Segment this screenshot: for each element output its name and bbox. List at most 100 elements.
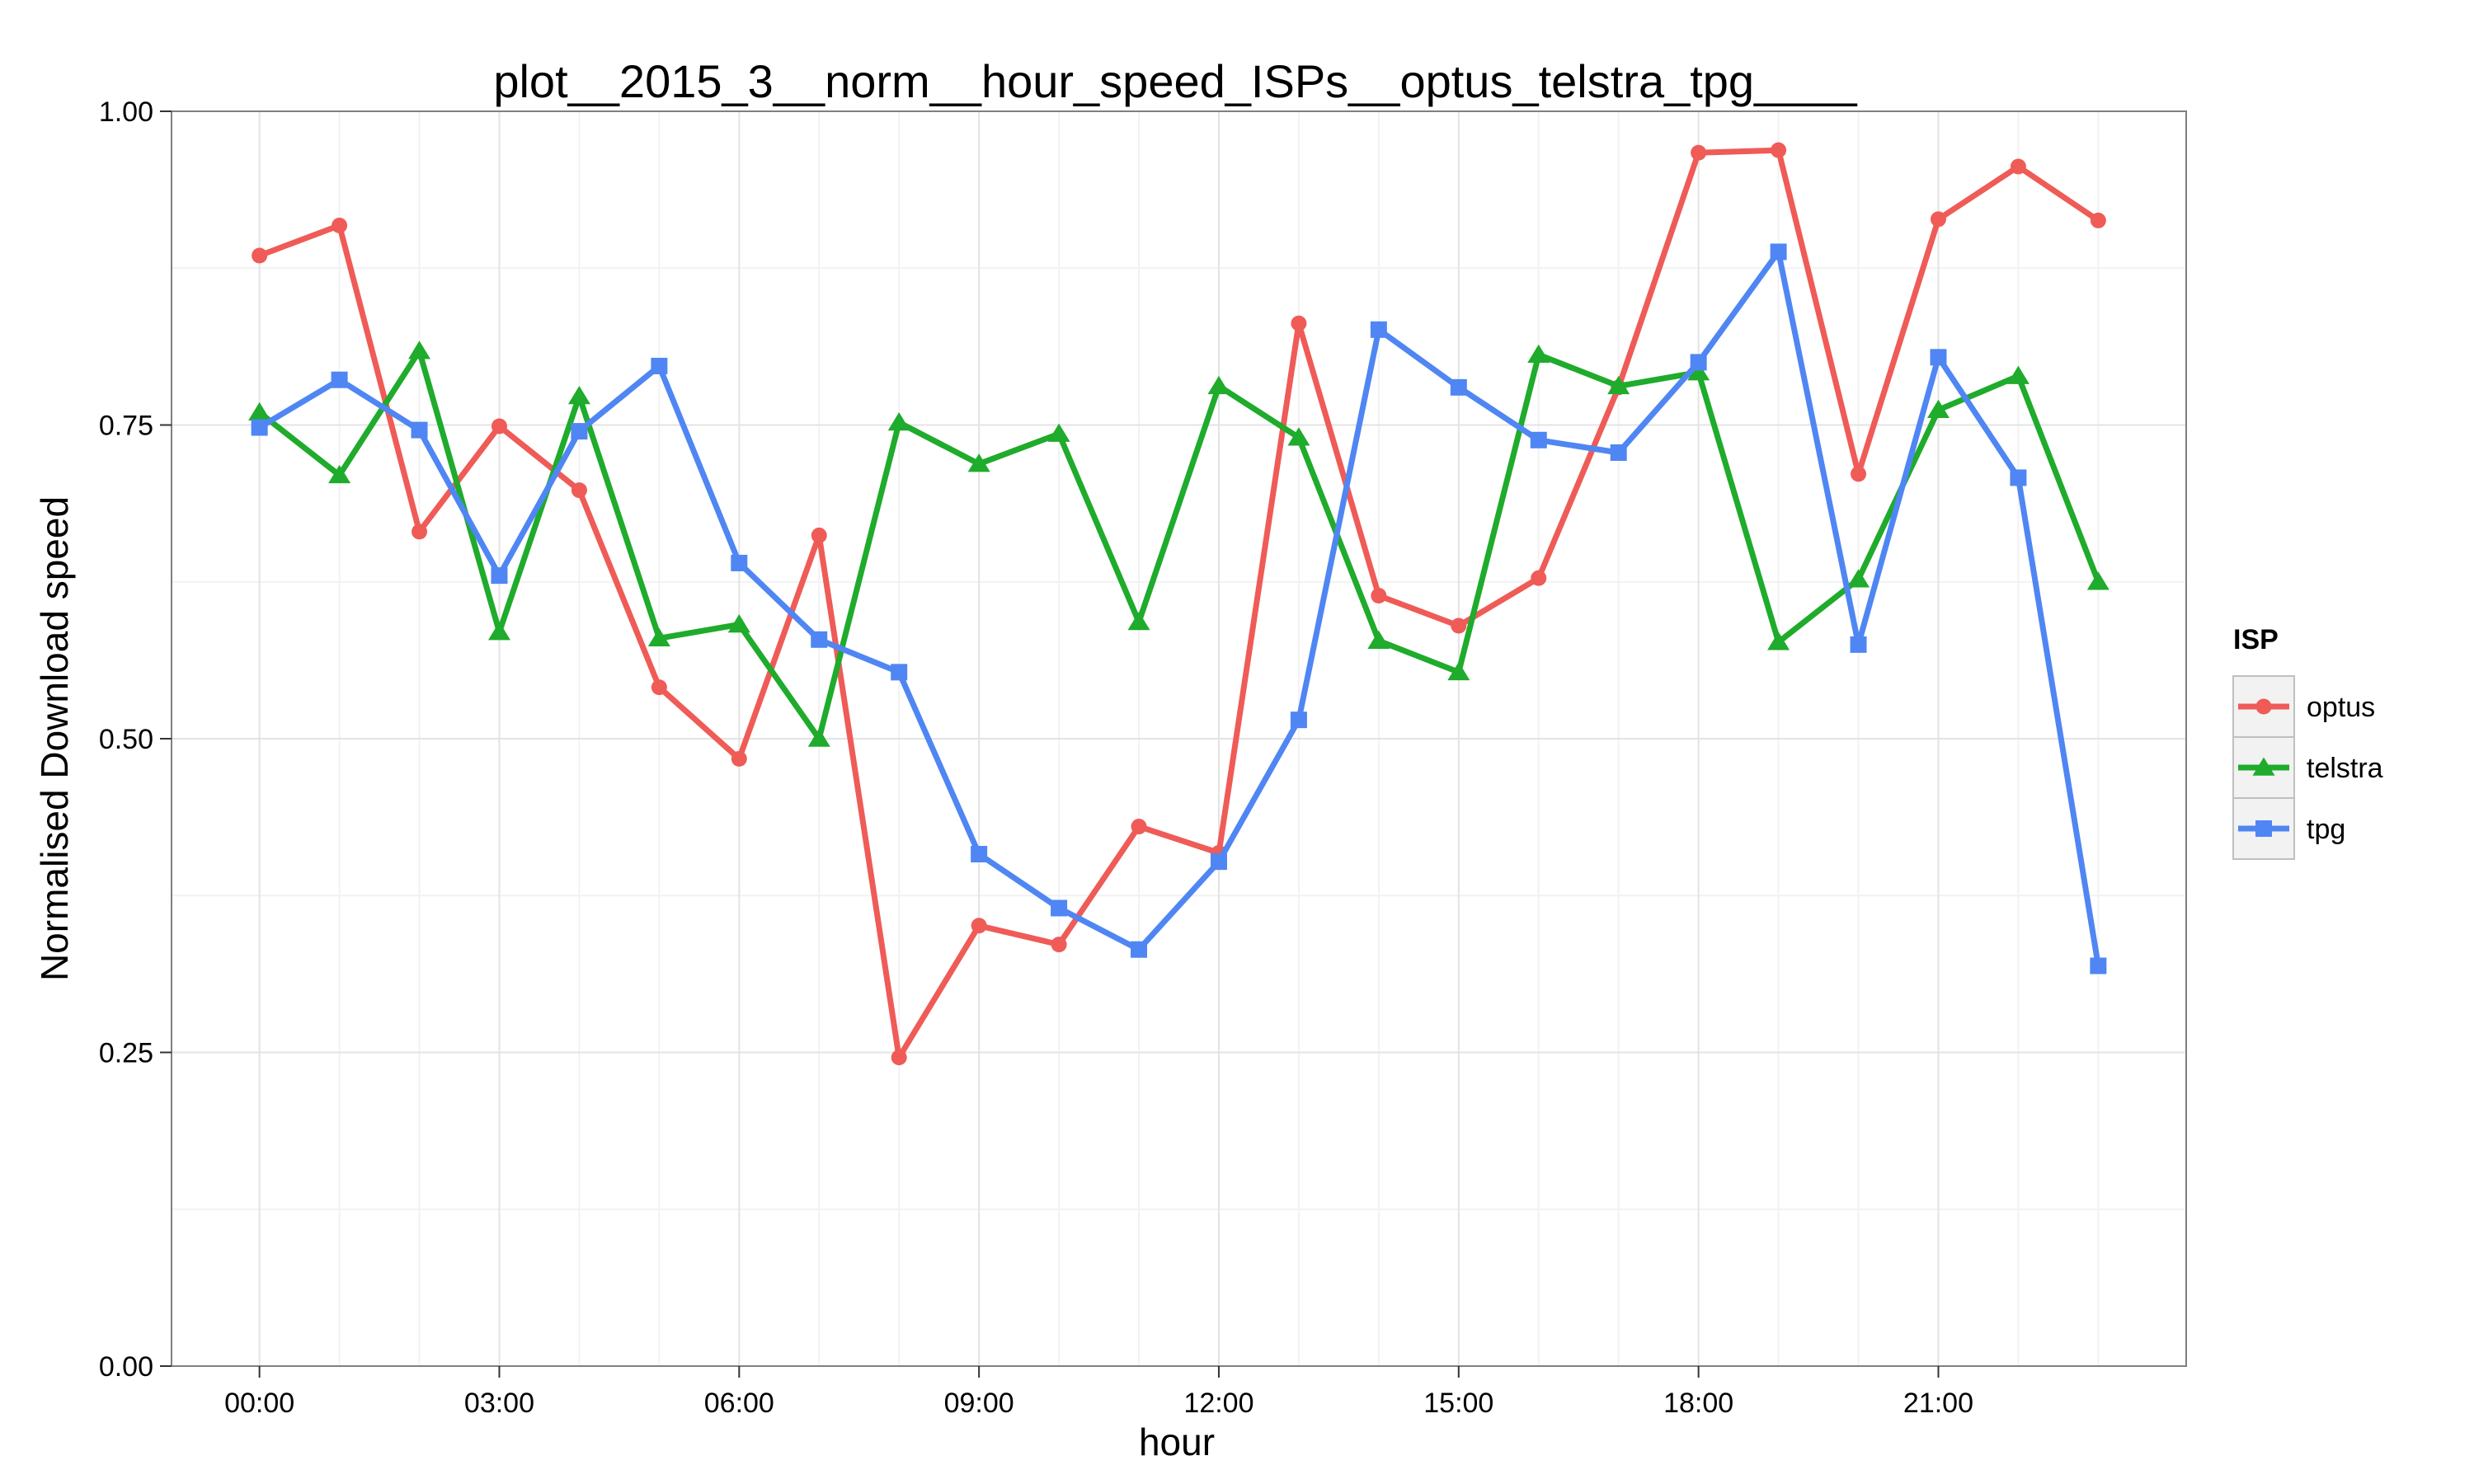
- data-point-telstra: [1367, 630, 1390, 650]
- data-point-tpg: [1610, 444, 1627, 461]
- data-point-tpg: [491, 567, 508, 585]
- data-point-optus: [2090, 212, 2106, 228]
- data-point-telstra: [1687, 362, 1710, 381]
- y-tick-label: 1.00: [99, 96, 153, 128]
- y-tick-label: 0.00: [99, 1351, 153, 1383]
- data-point-optus: [1851, 466, 1867, 482]
- x-tick-label: 18:00: [1663, 1388, 1733, 1419]
- legend-item-optus: optus: [2232, 675, 2375, 738]
- data-point-optus: [1451, 618, 1467, 634]
- data-point-telstra: [2086, 571, 2109, 590]
- data-point-telstra: [727, 613, 750, 633]
- data-point-tpg: [1450, 378, 1467, 396]
- data-point-tpg: [1770, 243, 1787, 261]
- data-point-tpg: [1370, 321, 1387, 338]
- legend: ISP optus telstra tpg: [2232, 624, 2383, 860]
- data-point-tpg: [651, 357, 668, 374]
- legend-label: tpg: [2307, 814, 2345, 845]
- data-point-telstra: [1527, 344, 1550, 364]
- data-point-telstra: [647, 627, 670, 646]
- series-line-telstra: [256, 348, 2101, 742]
- data-point-tpg: [1290, 711, 1307, 729]
- data-point-optus: [971, 918, 987, 934]
- data-point-optus: [1131, 819, 1147, 835]
- y-tick-label: 0.75: [99, 411, 153, 442]
- data-point-optus: [491, 418, 507, 434]
- data-point-telstra: [567, 385, 590, 405]
- data-point-telstra: [807, 728, 830, 747]
- data-point-telstra: [887, 411, 910, 431]
- x-tick-label: 09:00: [944, 1388, 1014, 1419]
- x-tick-label: 00:00: [224, 1388, 294, 1419]
- data-point-tpg: [1131, 941, 1148, 958]
- data-point-optus: [731, 750, 747, 767]
- data-point-tpg: [251, 419, 268, 436]
- data-point-tpg: [1051, 899, 1068, 917]
- data-point-tpg: [731, 554, 748, 571]
- data-point-tpg: [811, 631, 828, 648]
- x-tick-label: 15:00: [1423, 1388, 1493, 1419]
- data-point-tpg: [1930, 349, 1947, 366]
- data-point-optus: [1531, 570, 1547, 586]
- legend-key-marker: [2252, 757, 2275, 776]
- data-point-optus: [651, 679, 667, 696]
- data-point-optus: [1051, 937, 1067, 953]
- y-tick-label: 0.25: [99, 1038, 153, 1069]
- data-point-optus: [1291, 315, 1307, 331]
- legend-key-marker: [2255, 698, 2272, 715]
- data-point-telstra: [1607, 375, 1630, 395]
- legend-title: ISP: [2233, 624, 2279, 655]
- data-point-optus: [2010, 158, 2026, 175]
- data-point-optus: [1771, 142, 1787, 158]
- data-point-tpg: [891, 664, 908, 681]
- y-tick-label: 0.50: [99, 724, 153, 755]
- data-point-telstra: [1127, 611, 1150, 631]
- data-point-optus: [332, 218, 348, 234]
- data-point-tpg: [1850, 636, 1867, 653]
- x-tick-label: 12:00: [1183, 1388, 1253, 1419]
- series-line-optus: [256, 147, 2101, 1061]
- data-point-tpg: [1530, 431, 1547, 448]
- data-point-tpg: [411, 421, 428, 439]
- data-point-optus: [891, 1050, 907, 1066]
- series-telstra: [248, 340, 2109, 747]
- data-point-tpg: [1210, 853, 1227, 871]
- legend-label: optus: [2307, 692, 2375, 723]
- data-point-telstra: [1926, 399, 1950, 418]
- data-point-telstra: [2006, 365, 2030, 384]
- series-tpg: [251, 243, 2107, 974]
- data-point-optus: [571, 482, 587, 499]
- data-series: [248, 142, 2109, 1066]
- x-tick-label: 03:00: [464, 1388, 534, 1419]
- data-point-tpg: [571, 423, 588, 440]
- series-line-tpg: [256, 249, 2101, 969]
- axes: 0.00 0.25 0.50 0.75 1.00 00:00 03:00 06:00 09:00…: [99, 96, 1973, 1419]
- data-point-telstra: [1847, 569, 1870, 588]
- y-axis-title: Normalised Download speed: [33, 496, 76, 981]
- x-axis-title: hour: [1139, 1421, 1215, 1463]
- data-point-telstra: [1447, 661, 1470, 681]
- data-point-optus: [1371, 587, 1387, 603]
- data-point-optus: [412, 524, 428, 540]
- data-point-telstra: [967, 453, 990, 472]
- data-point-telstra: [1047, 423, 1070, 442]
- data-point-telstra: [1287, 427, 1310, 446]
- data-point-telstra: [487, 622, 510, 641]
- data-point-tpg: [2010, 469, 2027, 486]
- data-point-tpg: [2090, 957, 2107, 974]
- data-point-tpg: [1690, 354, 1707, 371]
- legend-key-marker: [2255, 820, 2272, 837]
- x-tick-label: 21:00: [1903, 1388, 1973, 1419]
- legend-item-tpg: tpg: [2232, 797, 2345, 860]
- data-point-optus: [811, 527, 827, 543]
- data-point-telstra: [248, 402, 271, 421]
- data-point-optus: [1691, 144, 1707, 161]
- data-point-tpg: [331, 371, 348, 388]
- x-tick-label: 06:00: [704, 1388, 774, 1419]
- chart-title: plot__2015_3__norm__hour_speed_ISPs__opt…: [493, 55, 1857, 107]
- data-point-telstra: [408, 340, 431, 359]
- data-point-optus: [252, 247, 268, 264]
- data-point-optus: [1930, 211, 1946, 228]
- data-point-tpg: [971, 846, 988, 863]
